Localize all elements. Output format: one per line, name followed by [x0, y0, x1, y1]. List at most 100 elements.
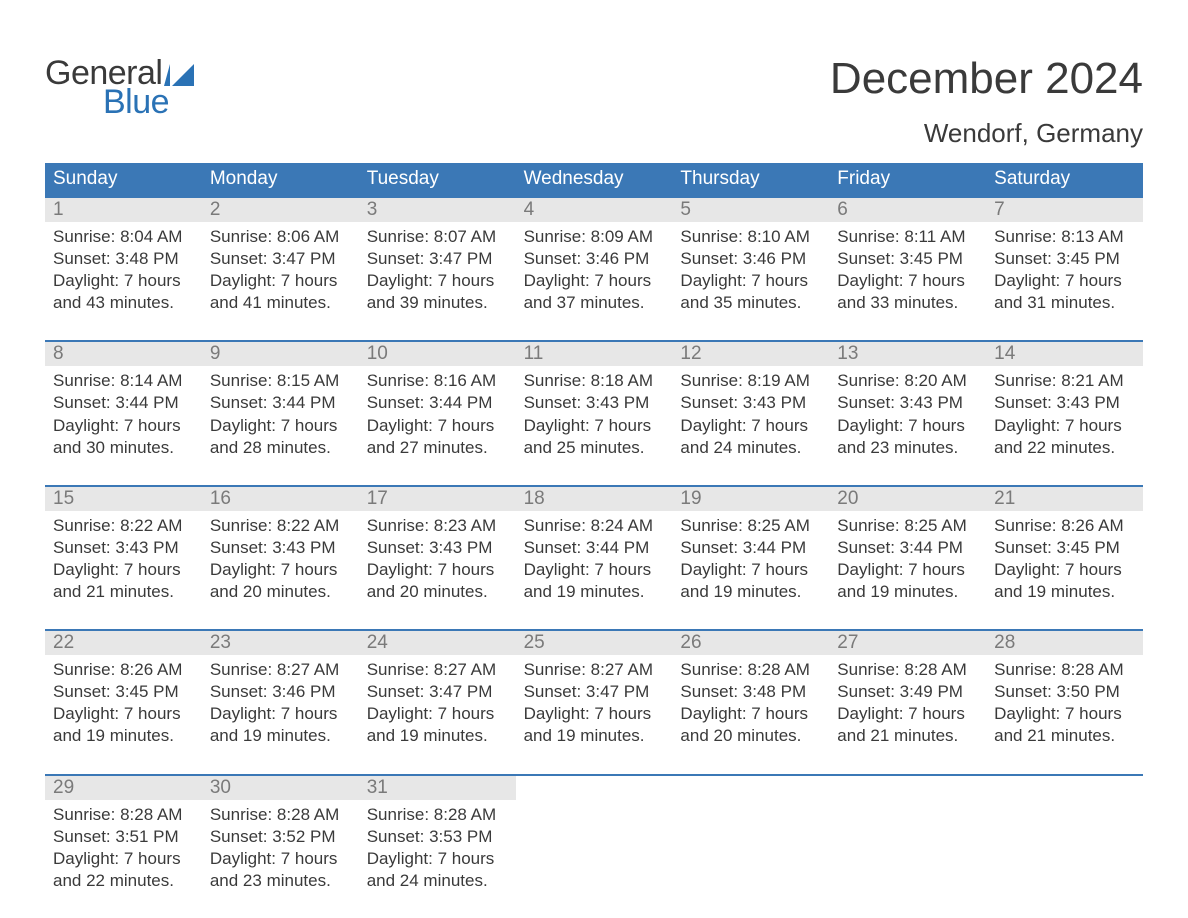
day-details: Sunrise: 8:27 AMSunset: 3:47 PMDaylight:… — [516, 655, 673, 747]
day-d2: and 33 minutes. — [837, 292, 978, 314]
day-number-row — [672, 776, 829, 800]
day-number-row: 9 — [202, 342, 359, 366]
day-number: 13 — [837, 342, 978, 366]
day-details: Sunrise: 8:07 AMSunset: 3:47 PMDaylight:… — [359, 222, 516, 314]
day-d2: and 28 minutes. — [210, 437, 351, 459]
calendar-day: 13Sunrise: 8:20 AMSunset: 3:43 PMDayligh… — [829, 342, 986, 484]
brand-fin-icon — [164, 64, 194, 84]
day-d2: and 25 minutes. — [524, 437, 665, 459]
day-details: Sunrise: 8:06 AMSunset: 3:47 PMDaylight:… — [202, 222, 359, 314]
brand-logo: General Blue — [45, 20, 194, 122]
calendar-day: 28Sunrise: 8:28 AMSunset: 3:50 PMDayligh… — [986, 631, 1143, 773]
day-sunset: Sunset: 3:46 PM — [524, 248, 665, 270]
day-d1: Daylight: 7 hours — [53, 270, 194, 292]
day-sunset: Sunset: 3:45 PM — [837, 248, 978, 270]
day-sunset: Sunset: 3:44 PM — [53, 392, 194, 414]
day-number-row: 25 — [516, 631, 673, 655]
day-number-row: 27 — [829, 631, 986, 655]
day-details: Sunrise: 8:27 AMSunset: 3:47 PMDaylight:… — [359, 655, 516, 747]
day-sunrise: Sunrise: 8:09 AM — [524, 226, 665, 248]
day-d2: and 22 minutes. — [994, 437, 1135, 459]
day-d1: Daylight: 7 hours — [994, 415, 1135, 437]
calendar-day: 23Sunrise: 8:27 AMSunset: 3:46 PMDayligh… — [202, 631, 359, 773]
day-number: 2 — [210, 198, 351, 222]
day-sunrise: Sunrise: 8:24 AM — [524, 515, 665, 537]
day-number-row — [986, 776, 1143, 800]
day-details: Sunrise: 8:27 AMSunset: 3:46 PMDaylight:… — [202, 655, 359, 747]
day-details: Sunrise: 8:22 AMSunset: 3:43 PMDaylight:… — [202, 511, 359, 603]
day-sunrise: Sunrise: 8:28 AM — [994, 659, 1135, 681]
day-number: 14 — [994, 342, 1135, 366]
day-number: 24 — [367, 631, 508, 655]
calendar-day: 11Sunrise: 8:18 AMSunset: 3:43 PMDayligh… — [516, 342, 673, 484]
day-details: Sunrise: 8:22 AMSunset: 3:43 PMDaylight:… — [45, 511, 202, 603]
day-number-row: 2 — [202, 198, 359, 222]
day-number: 10 — [367, 342, 508, 366]
day-number-row: 21 — [986, 487, 1143, 511]
calendar-day: 30Sunrise: 8:28 AMSunset: 3:52 PMDayligh… — [202, 776, 359, 918]
day-details: Sunrise: 8:14 AMSunset: 3:44 PMDaylight:… — [45, 366, 202, 458]
calendar-day: 16Sunrise: 8:22 AMSunset: 3:43 PMDayligh… — [202, 487, 359, 629]
day-sunset: Sunset: 3:43 PM — [837, 392, 978, 414]
calendar-day — [829, 776, 986, 918]
day-number: 8 — [53, 342, 194, 366]
day-d2: and 20 minutes. — [210, 581, 351, 603]
day-details: Sunrise: 8:04 AMSunset: 3:48 PMDaylight:… — [45, 222, 202, 314]
day-number: 21 — [994, 487, 1135, 511]
brand-word-2: Blue — [103, 83, 169, 122]
day-number-row: 12 — [672, 342, 829, 366]
day-sunset: Sunset: 3:50 PM — [994, 681, 1135, 703]
day-number-row: 11 — [516, 342, 673, 366]
day-sunset: Sunset: 3:44 PM — [680, 537, 821, 559]
calendar-day — [516, 776, 673, 918]
day-number-row: 4 — [516, 198, 673, 222]
calendar-week: 15Sunrise: 8:22 AMSunset: 3:43 PMDayligh… — [45, 485, 1143, 629]
day-number: 15 — [53, 487, 194, 511]
day-d2: and 19 minutes. — [524, 581, 665, 603]
day-d1: Daylight: 7 hours — [994, 703, 1135, 725]
day-number: 5 — [680, 198, 821, 222]
day-sunrise: Sunrise: 8:27 AM — [524, 659, 665, 681]
day-sunset: Sunset: 3:44 PM — [367, 392, 508, 414]
day-number-row: 29 — [45, 776, 202, 800]
day-sunrise: Sunrise: 8:22 AM — [210, 515, 351, 537]
calendar-day — [986, 776, 1143, 918]
location: Wendorf, Germany — [830, 118, 1143, 149]
day-sunset: Sunset: 3:45 PM — [994, 248, 1135, 270]
day-number — [680, 776, 821, 800]
calendar-day: 24Sunrise: 8:27 AMSunset: 3:47 PMDayligh… — [359, 631, 516, 773]
day-d1: Daylight: 7 hours — [53, 415, 194, 437]
day-d2: and 23 minutes. — [210, 870, 351, 892]
calendar-day: 3Sunrise: 8:07 AMSunset: 3:47 PMDaylight… — [359, 198, 516, 340]
day-number-row — [829, 776, 986, 800]
day-number-row: 16 — [202, 487, 359, 511]
calendar-day: 26Sunrise: 8:28 AMSunset: 3:48 PMDayligh… — [672, 631, 829, 773]
day-d1: Daylight: 7 hours — [680, 415, 821, 437]
day-sunset: Sunset: 3:43 PM — [994, 392, 1135, 414]
day-sunrise: Sunrise: 8:06 AM — [210, 226, 351, 248]
day-d1: Daylight: 7 hours — [53, 559, 194, 581]
day-number-row: 6 — [829, 198, 986, 222]
day-sunrise: Sunrise: 8:14 AM — [53, 370, 194, 392]
day-number — [994, 776, 1135, 800]
day-sunset: Sunset: 3:49 PM — [837, 681, 978, 703]
day-d1: Daylight: 7 hours — [367, 848, 508, 870]
dow-header-cell: Monday — [202, 163, 359, 196]
day-sunrise: Sunrise: 8:25 AM — [680, 515, 821, 537]
day-d2: and 24 minutes. — [680, 437, 821, 459]
day-d1: Daylight: 7 hours — [53, 703, 194, 725]
day-d1: Daylight: 7 hours — [210, 559, 351, 581]
day-d2: and 20 minutes. — [680, 725, 821, 747]
dow-header-cell: Thursday — [672, 163, 829, 196]
day-number-row: 5 — [672, 198, 829, 222]
day-sunset: Sunset: 3:43 PM — [680, 392, 821, 414]
day-d2: and 19 minutes. — [367, 725, 508, 747]
day-details: Sunrise: 8:13 AMSunset: 3:45 PMDaylight:… — [986, 222, 1143, 314]
day-number: 26 — [680, 631, 821, 655]
calendar-day: 17Sunrise: 8:23 AMSunset: 3:43 PMDayligh… — [359, 487, 516, 629]
dow-header-cell: Saturday — [986, 163, 1143, 196]
day-number-row: 1 — [45, 198, 202, 222]
day-d1: Daylight: 7 hours — [210, 270, 351, 292]
day-d1: Daylight: 7 hours — [524, 559, 665, 581]
day-d1: Daylight: 7 hours — [524, 270, 665, 292]
